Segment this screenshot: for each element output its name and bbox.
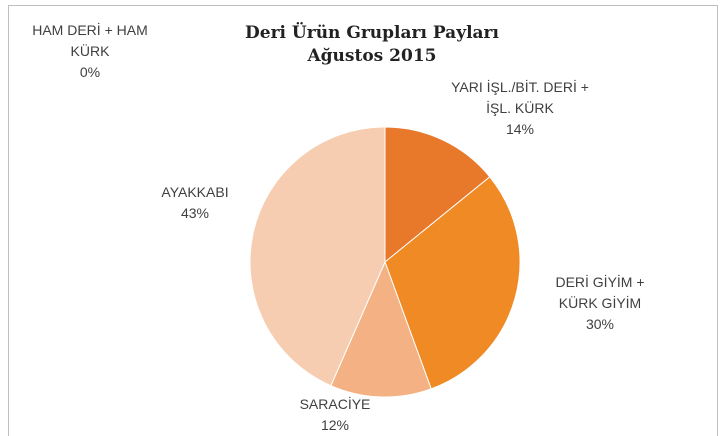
category-label: SARACİYE [299, 396, 371, 412]
category-label: DERİ GİYİM + KÜRK GİYİM [555, 274, 645, 311]
pie-slice [384, 176, 521, 390]
category-label: YARI İŞL./BİT. DERİ + İŞL. KÜRK [451, 79, 589, 116]
value-label: 14% [505, 121, 535, 137]
chart-title: Deri Ürün Grupları Payları Ağustos 2015 [245, 23, 499, 66]
pie-slice [330, 260, 432, 398]
data-label: DERİ GİYİM + KÜRK GİYİM 30% [535, 272, 665, 335]
data-label: SARACİYE 12% [265, 394, 405, 436]
data-label: YARI İŞL./BİT. DERİ + İŞL. KÜRK 14% [445, 77, 595, 140]
value-label: 12% [320, 417, 350, 433]
chart-border [8, 5, 718, 436]
value-label: 0% [79, 64, 101, 80]
data-label: HAM DERİ + HAM KÜRK 0% [30, 20, 150, 83]
category-label: AYAKKABI [161, 184, 229, 200]
pie-slice [384, 126, 491, 264]
value-label: 30% [585, 316, 615, 332]
value-label: 43% [180, 205, 210, 221]
data-label: AYAKKABI 43% [140, 182, 250, 224]
category-label: HAM DERİ + HAM KÜRK [32, 22, 148, 59]
pie-slice [249, 126, 386, 387]
